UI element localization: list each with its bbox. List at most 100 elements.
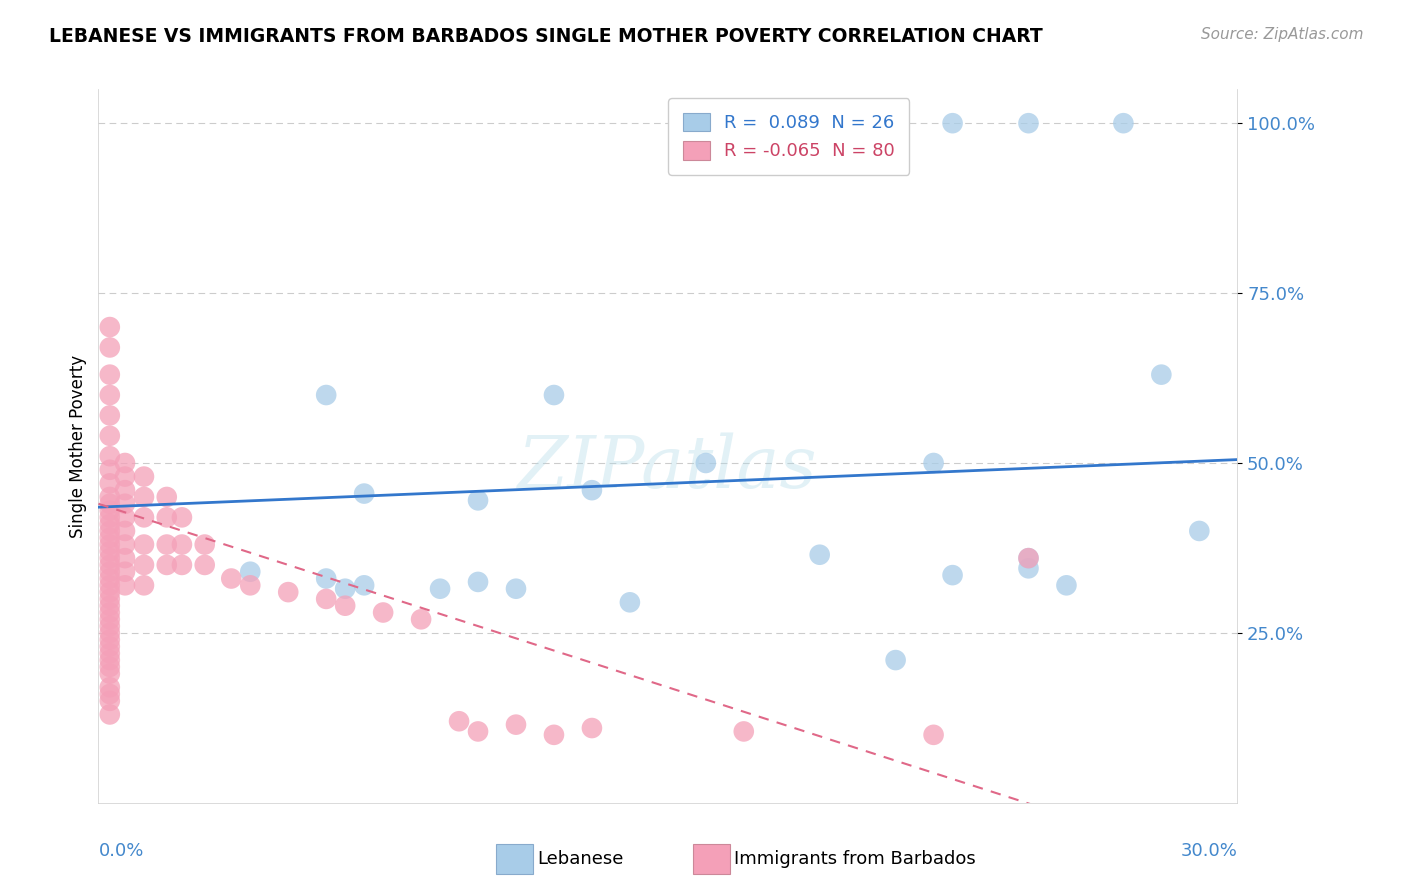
Point (114, 551, 136, 566)
Point (543, 728, 565, 742)
Point (543, 388, 565, 402)
Point (922, 728, 945, 742)
Point (98, 551, 121, 566)
Point (335, 582, 357, 596)
Point (98, 666, 121, 681)
Point (98, 653, 121, 667)
Point (371, 606, 394, 620)
Point (239, 565, 262, 579)
Point (98, 646, 121, 660)
Point (411, 612, 433, 626)
Point (170, 510, 193, 524)
Point (315, 572, 337, 586)
Point (98, 490, 121, 504)
Point (808, 548, 831, 562)
Point (353, 578, 375, 592)
Point (315, 591, 337, 606)
Point (942, 116, 965, 130)
Text: Source: ZipAtlas.com: Source: ZipAtlas.com (1201, 27, 1364, 42)
Point (98, 341, 121, 355)
Point (467, 724, 489, 739)
Point (114, 524, 136, 538)
Point (132, 578, 155, 592)
Point (467, 493, 489, 508)
Point (170, 537, 193, 551)
Point (429, 582, 451, 596)
Point (98, 572, 121, 586)
Point (98, 619, 121, 633)
Point (505, 582, 527, 596)
Point (132, 490, 155, 504)
Point (98, 517, 121, 532)
Text: Immigrants from Barbados: Immigrants from Barbados (734, 850, 976, 868)
Point (98, 558, 121, 572)
Point (98, 632, 121, 647)
Point (98, 537, 121, 551)
Point (695, 456, 717, 470)
Point (98, 463, 121, 477)
Point (114, 456, 136, 470)
Point (1056, 578, 1078, 592)
Point (619, 595, 641, 609)
Point (170, 558, 193, 572)
Point (98, 497, 121, 511)
Legend: R =  0.089  N = 26, R = -0.065  N = 80: R = 0.089 N = 26, R = -0.065 N = 80 (668, 98, 910, 175)
Point (277, 585, 299, 599)
Point (353, 486, 375, 500)
Point (98, 626, 121, 640)
Point (1188, 524, 1211, 538)
Point (114, 510, 136, 524)
Point (194, 558, 217, 572)
Point (98, 585, 121, 599)
Point (581, 721, 603, 735)
Point (132, 558, 155, 572)
Point (884, 653, 907, 667)
Point (114, 497, 136, 511)
Point (98, 640, 121, 654)
Y-axis label: Single Mother Poverty: Single Mother Poverty (69, 354, 87, 538)
Point (98, 606, 121, 620)
Point (922, 456, 945, 470)
Point (449, 714, 471, 729)
Text: ZIPatlas: ZIPatlas (517, 432, 818, 503)
Point (98, 544, 121, 558)
Point (98, 510, 121, 524)
Point (132, 469, 155, 483)
Point (1018, 551, 1040, 566)
Point (114, 578, 136, 592)
Point (581, 483, 603, 498)
Point (98, 578, 121, 592)
Point (98, 476, 121, 491)
Text: LEBANESE VS IMMIGRANTS FROM BARBADOS SINGLE MOTHER POVERTY CORRELATION CHART: LEBANESE VS IMMIGRANTS FROM BARBADOS SIN… (49, 27, 1043, 45)
Point (335, 599, 357, 613)
Text: 30.0%: 30.0% (1181, 842, 1237, 860)
Point (98, 565, 121, 579)
Point (156, 510, 179, 524)
Point (114, 537, 136, 551)
Point (194, 537, 217, 551)
Point (505, 717, 527, 731)
Point (239, 578, 262, 592)
Point (942, 568, 965, 582)
Point (156, 537, 179, 551)
Point (98, 320, 121, 334)
Point (156, 490, 179, 504)
Point (132, 537, 155, 551)
Point (1150, 368, 1173, 382)
Point (1018, 551, 1040, 566)
Point (114, 483, 136, 498)
Point (98, 449, 121, 463)
Point (315, 388, 337, 402)
Text: Lebanese: Lebanese (537, 850, 623, 868)
Point (114, 565, 136, 579)
Point (98, 694, 121, 708)
Point (98, 660, 121, 674)
Point (98, 707, 121, 722)
Point (132, 510, 155, 524)
Point (98, 612, 121, 626)
Point (98, 368, 121, 382)
Point (156, 558, 179, 572)
Point (467, 574, 489, 589)
Point (98, 599, 121, 613)
Point (1112, 116, 1135, 130)
